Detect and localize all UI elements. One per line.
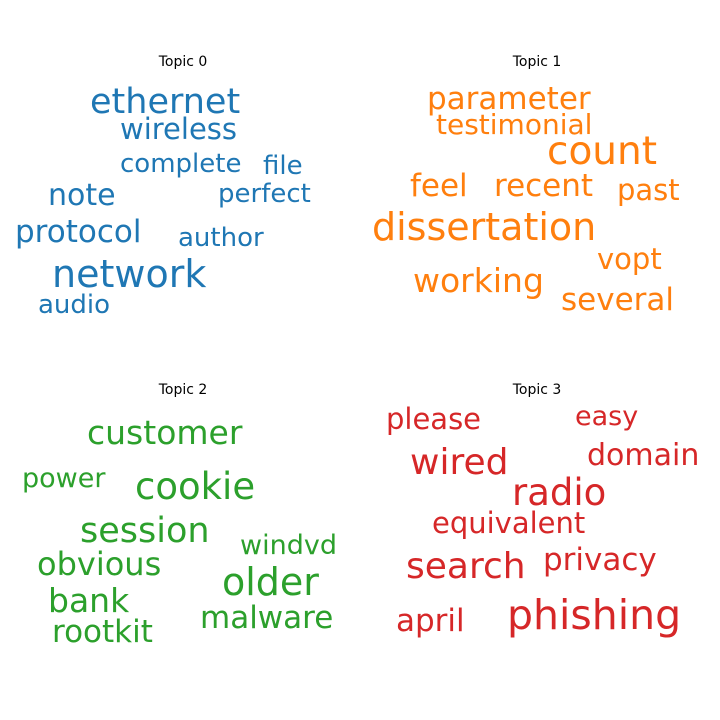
topic-2-word-session: session [80,511,210,551]
topic-1-title: Topic 1 [512,54,562,70]
topic-0-word-complete: complete [120,149,241,179]
topic-1-word-feel: feel [410,168,468,204]
topic-1-word-recent: recent [494,168,593,204]
topic-1-word-dissertation: dissertation [372,205,596,249]
topic-3-word-domain: domain [587,438,699,473]
topic-3-word-april: april [396,603,465,639]
topic-1-word-vopt: vopt [597,242,662,276]
topic-2-word-malware: malware [200,600,333,636]
topic-1-word-working: working [413,261,544,300]
topic-0-word-note: note [48,178,116,213]
topic-2-word-customer: customer [87,413,243,452]
topic-2-word-obvious: obvious [37,545,161,583]
topic-2-word-windvd: windvd [240,530,337,561]
topic-3-word-phishing: phishing [507,591,681,639]
topic-3-panel: Topic 3 please easy wired domainradioequiva… [386,382,699,639]
topic-0-title: Topic 0 [158,54,208,70]
topic-2-word-power: power [22,463,106,494]
topic-3-word-privacy: privacy [543,542,657,578]
topic-3-title: Topic 3 [512,382,562,398]
topic-0-word-wireless: wireless [120,112,237,146]
topic-0-word-perfect: perfect [218,179,311,209]
topic-0-word-file: file [263,151,303,181]
topic-1-word-testimonial: testimonial [436,108,592,141]
topic-3-word-radio: radio [512,471,606,514]
topic-0-word-author: author [178,223,264,253]
topic-2-word-rootkit: rootkit [52,614,153,650]
topic-2-title: Topic 2 [158,382,208,398]
topic-1-word-several: several [561,282,674,318]
topic-1-word-parameter: parameter [427,81,591,117]
topic-1-word-past: past [617,173,680,207]
topic-0-word-network: network [52,252,206,296]
topic-0-word-protocol: protocol [15,214,141,250]
topic-0-word-audio: audio [38,290,110,320]
topic-2-word-older: older [222,560,319,604]
topic-1-word-count: count [547,129,657,174]
topic-2-word-cookie: cookie [135,465,255,508]
topic-3-word-equivalent: equivalent [432,506,585,540]
topic-2-word-bank: bank [48,581,130,620]
topic-3-word-wired: wired [410,442,508,483]
topic-0-word-ethernet: ethernet [90,82,240,122]
topic-3-word-easy: easy [575,401,638,432]
topic-3-word-please: please [386,402,481,436]
topic-3-word-search: search [406,546,526,587]
